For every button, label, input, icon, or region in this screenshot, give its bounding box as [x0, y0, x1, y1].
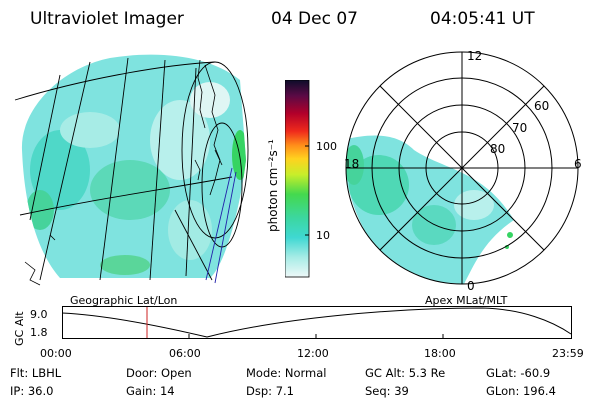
lat-label-80: 80 [490, 142, 505, 156]
altitude-ylabel: GC Alt [13, 311, 26, 346]
geographic-panel-label: Geographic Lat/Lon [70, 294, 178, 307]
lat-label-60: 60 [534, 99, 549, 113]
status-door: Door: Open [126, 366, 192, 380]
altitude-xtick-1800: 18:00 [424, 347, 456, 360]
altitude-xtick-0600: 06:00 [169, 347, 201, 360]
polar-grid [345, 51, 579, 285]
status-glon: GLon: 196.4 [486, 384, 556, 398]
status-dsp: Dsp: 7.1 [246, 384, 294, 398]
status-glat: GLat: -60.9 [486, 366, 551, 380]
lat-label-70: 70 [512, 121, 527, 135]
coastlines [24, 59, 223, 286]
colorbar [285, 80, 310, 278]
altitude-ytick-low: 1.8 [30, 326, 48, 339]
geographic-image [14, 54, 249, 286]
mlt-label-18: 18 [344, 157, 359, 171]
polar-emission-area [346, 135, 514, 284]
mlt-label-6: 6 [574, 157, 582, 171]
altitude-ytick-high: 9.0 [30, 308, 48, 321]
colorbar-tick-100: 100 [316, 140, 337, 153]
instrument-title: Ultraviolet Imager [30, 9, 184, 29]
time-label: 04:05:41 UT [430, 9, 535, 29]
mlt-label-12: 12 [467, 49, 482, 63]
status-flt: Flt: LBHL [10, 366, 62, 380]
aurora-emission-area [21, 54, 247, 278]
colorbar-tick-10: 10 [316, 229, 330, 242]
date-label: 04 Dec 07 [271, 9, 358, 29]
colorbar-unit-label: photon cm⁻²s⁻¹ [266, 139, 280, 232]
altitude-xtick-1200: 12:00 [297, 347, 329, 360]
status-gain: Gain: 14 [126, 384, 175, 398]
altitude-xtick-0000: 00:00 [40, 347, 72, 360]
orbit-footprint [174, 61, 249, 284]
altitude-curve [62, 307, 572, 338]
status-gc-alt: GC Alt: 5.3 Re [365, 366, 446, 380]
status-ip: IP: 36.0 [10, 384, 54, 398]
mlt-label-0: 0 [467, 279, 475, 293]
altitude-xtick-2359: 23:59 [552, 347, 584, 360]
lat-lon-grid [14, 57, 233, 281]
polar-panel-label: Apex MLat/MLT [425, 294, 508, 307]
altitude-plot-frame [62, 306, 572, 339]
polar-plot: 12 18 6 0 60 70 80 [344, 49, 582, 293]
status-seq: Seq: 39 [365, 384, 409, 398]
altitude-plot [62, 306, 572, 339]
status-mode: Mode: Normal [246, 366, 327, 380]
